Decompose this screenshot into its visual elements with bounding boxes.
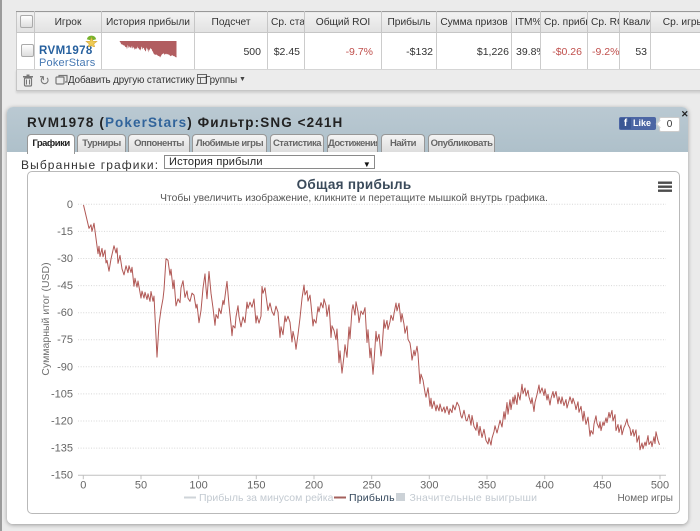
- svg-text:250: 250: [363, 480, 381, 492]
- svg-text:-150: -150: [51, 470, 73, 482]
- svg-text:50: 50: [135, 480, 147, 492]
- svg-text:400: 400: [536, 480, 554, 492]
- svg-text:350: 350: [478, 480, 496, 492]
- svg-text:-15: -15: [57, 226, 73, 238]
- svg-text:150: 150: [247, 480, 265, 492]
- svg-text:-135: -135: [51, 443, 73, 455]
- svg-text:-75: -75: [57, 334, 73, 346]
- svg-text:-45: -45: [57, 280, 73, 292]
- svg-text:Прибыль: Прибыль: [349, 492, 395, 504]
- svg-text:0: 0: [67, 199, 73, 211]
- svg-text:300: 300: [420, 480, 438, 492]
- svg-text:-120: -120: [51, 416, 73, 428]
- svg-text:Прибыль за минусом рейка: Прибыль за минусом рейка: [199, 492, 334, 504]
- svg-text:100: 100: [189, 480, 207, 492]
- svg-text:-105: -105: [51, 388, 73, 400]
- svg-text:450: 450: [593, 480, 611, 492]
- svg-text:-30: -30: [57, 253, 73, 265]
- svg-text:Общая прибыль: Общая прибыль: [297, 177, 412, 192]
- svg-text:0: 0: [80, 480, 86, 492]
- svg-text:-90: -90: [57, 361, 73, 373]
- svg-text:Номер игры: Номер игры: [617, 493, 673, 504]
- svg-text:-60: -60: [57, 307, 73, 319]
- svg-text:Чтобы увеличить изображение, к: Чтобы увеличить изображение, кликните и …: [160, 192, 548, 204]
- svg-text:Суммарный итог (USD): Суммарный итог (USD): [40, 262, 52, 375]
- svg-text:200: 200: [305, 480, 323, 492]
- svg-text:Значительные выигрыши: Значительные выигрыши: [410, 492, 538, 504]
- svg-text:500: 500: [651, 480, 669, 492]
